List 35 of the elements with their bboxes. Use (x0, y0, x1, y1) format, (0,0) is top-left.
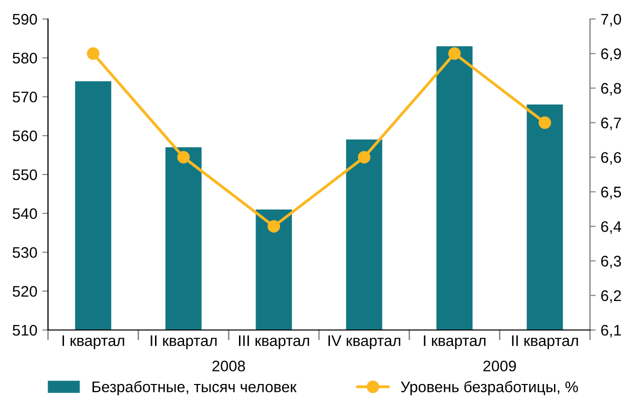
x-tick-label: III квартал (239, 335, 310, 350)
legend-label: Безработные, тысяч человек (92, 380, 297, 396)
y-tick-label: 580 (12, 52, 37, 64)
x-tick-label: II квартал (150, 335, 217, 350)
text: 2009 (483, 360, 516, 372)
y2-tick-label: 6,8 (601, 82, 621, 96)
y2-tick-label: 6,7 (601, 118, 621, 130)
x-tick-label: I квартал (62, 335, 124, 350)
y-tick-label: 520 (12, 286, 37, 297)
point (448, 47, 461, 60)
y2-tick-label: 6,4 (601, 221, 622, 234)
text: 2008 (212, 360, 245, 372)
y-tick-label: 550 (12, 169, 37, 180)
y-tick-label: 540 (12, 208, 37, 220)
y2-tick-label: 6,3 (601, 256, 621, 268)
y-tick-label: 560 (12, 130, 37, 142)
y-tick-label: 590 (12, 14, 37, 25)
x-tick-label: IV квартал (328, 335, 400, 350)
y2-tick-label: 6,6 (601, 152, 621, 165)
y-tick-label: 530 (12, 247, 37, 258)
point (86, 47, 100, 60)
y2-tick-label: 6,1 (601, 324, 621, 338)
point (268, 220, 280, 233)
y-tick-label: 510 (12, 324, 37, 336)
x-tick-label: II квартал (512, 335, 578, 350)
legend-label: Уровень безработицы, % (400, 380, 578, 396)
y-tick-label: 570 (12, 92, 37, 102)
y2-tick-label: 6,2 (601, 290, 621, 303)
y2-tick-label: 7,0 (601, 14, 622, 26)
y2-tick-label: 6,9 (601, 48, 621, 62)
x-tick-label: I квартал (424, 335, 486, 350)
point (358, 150, 370, 164)
point (177, 150, 190, 164)
point (538, 116, 552, 129)
y2-tick-label: 6,5 (601, 186, 622, 200)
